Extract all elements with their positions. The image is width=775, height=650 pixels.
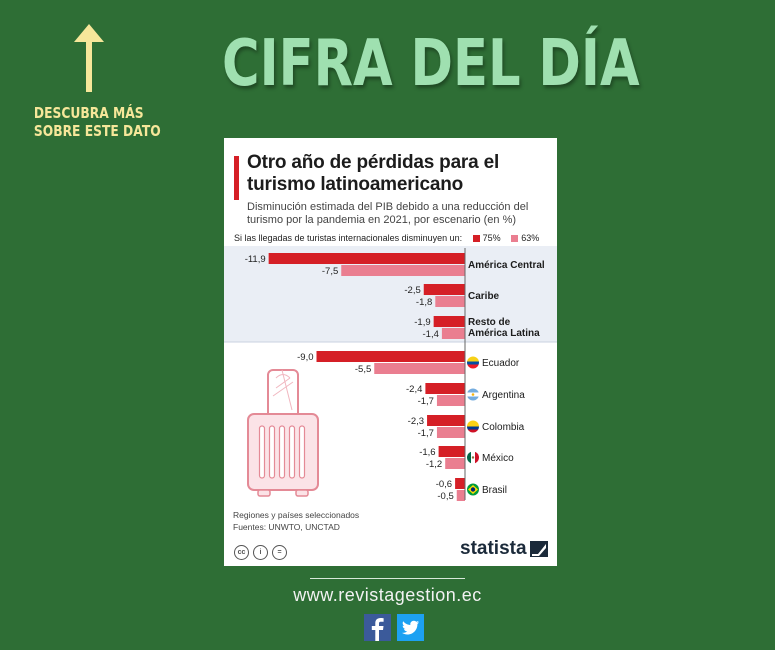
facebook-icon[interactable] (364, 614, 391, 641)
data-label: -2,3 (408, 416, 424, 427)
statista-logo[interactable]: statista (460, 538, 527, 559)
infographic-card: Otro año de pérdidas para el turismo lat… (224, 138, 557, 566)
side-note-line1: DESCUBRA MÁS (33, 104, 144, 122)
chart-title-line1: Otro año de pérdidas para el (247, 152, 500, 173)
data-label: -9,0 (297, 352, 313, 363)
arrow-up-icon[interactable] (72, 24, 106, 94)
chart-footnotes: Regiones y países seleccionados Fuentes:… (233, 509, 359, 533)
data-label: -1,8 (416, 297, 432, 308)
data-label: -0,6 (436, 479, 452, 490)
bar (436, 395, 465, 406)
bar (455, 478, 465, 489)
data-label: -0,5 (437, 491, 453, 502)
data-label: -2,5 (404, 285, 420, 296)
side-note-line2: SOBRE ESTE DATO (33, 122, 161, 140)
category-label: Resto de (468, 317, 511, 328)
legend-label-63: 63% (521, 233, 540, 243)
bar (445, 458, 465, 469)
side-note[interactable]: DESCUBRA MÁS SOBRE ESTE DATO (33, 104, 161, 140)
data-label: -1,2 (426, 459, 442, 470)
chart-legend: Si las llegadas de turistas internaciona… (234, 233, 554, 243)
category-label: América Central (468, 260, 545, 271)
website-link[interactable]: www.revistagestion.ec (293, 585, 482, 605)
title-accent-bar (234, 156, 239, 200)
category-label: Colombia (482, 422, 525, 433)
data-label: -1,4 (423, 329, 439, 340)
chart-subtitle-line1: Disminución estimada del PIB debido a un… (247, 201, 529, 213)
category-label: Argentina (482, 390, 525, 401)
cc-icon[interactable]: cc (234, 545, 249, 560)
ecuador-flag-icon (467, 356, 479, 369)
bar (433, 316, 465, 327)
data-label: -11,9 (245, 254, 266, 265)
legend-swatch-75 (472, 235, 480, 243)
data-label: -5,5 (355, 364, 371, 375)
bar-chart: -11,9-7,5-2,5-1,8-1,9-1,4-9,0-5,5-2,4-1,… (224, 246, 557, 502)
chart-subtitle: Disminución estimada del PIB debido a un… (247, 201, 553, 227)
bar (456, 490, 465, 501)
data-label: -1,9 (414, 317, 430, 328)
chart-title-line2: turismo latinoamericano (247, 174, 464, 195)
bar (316, 351, 465, 362)
legend-prefix: Si las llegadas de turistas internaciona… (234, 233, 463, 243)
bar (268, 253, 465, 264)
argentina-flag-icon (467, 388, 479, 401)
category-label: Brasil (482, 485, 507, 496)
data-label: -1,6 (419, 447, 435, 458)
footnote-sources: Fuentes: UNWTO, UNCTAD (233, 522, 340, 532)
bar (341, 265, 465, 276)
equals-icon[interactable]: = (272, 545, 287, 560)
bar (423, 284, 465, 295)
category-label: México (482, 453, 514, 464)
by-icon[interactable]: i (253, 545, 268, 560)
brazil-flag-icon (467, 483, 479, 496)
category-label: América Latina (468, 328, 540, 339)
bar (435, 296, 465, 307)
license-icons[interactable]: cc i = (234, 541, 291, 560)
footnote-regions: Regiones y países seleccionados (233, 510, 360, 520)
data-label: -1,7 (418, 396, 434, 407)
bar (425, 383, 465, 394)
legend-label-75: 75% (482, 233, 501, 243)
luggage-illustration (247, 369, 319, 497)
data-label: -7,5 (322, 266, 338, 277)
bar (438, 446, 465, 457)
legend-swatch-63 (511, 235, 519, 243)
mexico-flag-icon (467, 451, 479, 464)
colombia-flag-icon (467, 420, 479, 433)
footer-divider (310, 578, 465, 579)
page-headline: CIFRA DEL DÍA (222, 27, 640, 101)
category-label: Caribe (468, 291, 500, 302)
chart-subtitle-line2: turismo por la pandemia en 2021, por esc… (247, 214, 517, 226)
bar (374, 363, 465, 374)
bar (441, 328, 465, 339)
statista-mark-icon (530, 541, 548, 557)
category-label: Ecuador (482, 358, 520, 369)
bar (436, 427, 465, 438)
chart-title: Otro año de pérdidas para el turismo lat… (247, 152, 553, 196)
twitter-icon[interactable] (397, 614, 424, 641)
data-label: -1,7 (418, 428, 434, 439)
bar (427, 415, 465, 426)
data-label: -2,4 (406, 384, 422, 395)
